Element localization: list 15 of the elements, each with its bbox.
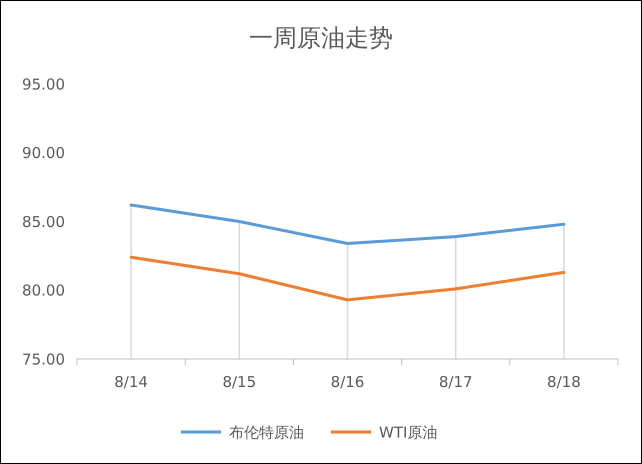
x-tick-label: 8/15 xyxy=(222,373,256,391)
line-series xyxy=(130,256,566,302)
line-series xyxy=(130,204,566,245)
y-tick-label: 95.00 xyxy=(22,75,65,94)
x-tick-label: 8/14 xyxy=(114,373,148,391)
y-tick-label: 85.00 xyxy=(22,212,65,231)
x-tick-label: 8/16 xyxy=(330,373,364,391)
legend-label: 布伦特原油 xyxy=(229,423,304,442)
x-tick-label: 8/17 xyxy=(438,373,473,391)
y-tick-label: 75.00 xyxy=(22,350,65,368)
legend-label: WTI原油 xyxy=(379,423,438,442)
x-tick-label: 8/18 xyxy=(547,373,581,391)
y-tick-label: 80.00 xyxy=(22,282,65,300)
chart-title: 一周原油走势 xyxy=(249,24,393,52)
y-tick-label: 90.00 xyxy=(22,144,65,162)
